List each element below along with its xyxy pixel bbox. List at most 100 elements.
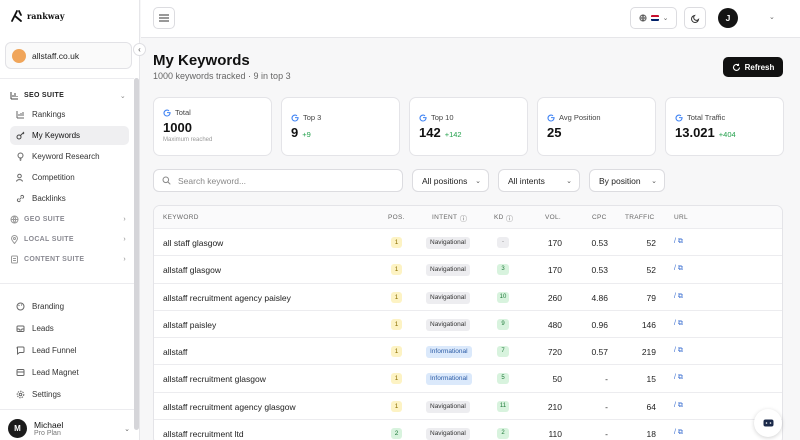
header-intent[interactable]: INTENT (432, 214, 458, 221)
cpc-cell: 0.53 (591, 265, 608, 276)
intent-badge: Navigational (426, 237, 470, 249)
site-selector[interactable]: allstaff.co.uk (5, 42, 132, 69)
table-row[interactable]: allstaff 1 Informational 7 720 0.57 219 / ⧉ (154, 338, 782, 366)
chevron-down-icon[interactable]: ⌄ (769, 14, 775, 21)
stat-delta: +404 (718, 130, 736, 139)
sidebar-item-settings[interactable]: Settings (10, 385, 129, 404)
header-url[interactable]: URL (674, 214, 688, 221)
sidebar-item-backlinks[interactable]: Backlinks (10, 189, 129, 208)
refresh-button[interactable]: Refresh (723, 57, 783, 77)
local-suite-header[interactable]: LOCAL SUITE › (10, 235, 126, 244)
header-pos[interactable]: POS. (388, 214, 405, 221)
sidebar-item-keyword-research[interactable]: Keyword Research (10, 147, 129, 166)
stat-label: Avg Position (559, 113, 601, 122)
language-selector[interactable]: ⌄ (630, 7, 677, 29)
keywords-table: KEYWORD POS. INTENT ⓘ KD ⓘ VOL. CPC TRAF… (153, 205, 783, 440)
stat-delta: +142 (444, 130, 462, 139)
position-badge: 1 (391, 400, 402, 412)
table-row[interactable]: allstaff recruitment glasgow 1 Information… (154, 365, 782, 393)
table-row[interactable]: allstaff glasgow 1 Navigational 3 170 0.53 52 /… (154, 256, 782, 284)
positions-filter[interactable]: All positions ⌄ (412, 169, 489, 192)
volume-cell: 170 (547, 238, 562, 248)
avatar: M (8, 419, 27, 438)
avatar[interactable]: J (718, 8, 738, 28)
table-row[interactable]: allstaff recruitment ltd 2 Navigational 2 11… (154, 420, 782, 440)
table-body: all staff glasgow 1 Navigational -170 0.53 52… (154, 229, 782, 440)
sidebar-item-label: Keyword Research (32, 152, 100, 161)
search-icon (162, 176, 171, 185)
volume-cell: 50 (552, 374, 562, 385)
refresh-label: Refresh (744, 62, 775, 72)
keyword-search[interactable] (153, 169, 403, 192)
url-link[interactable]: / ⧉ (674, 238, 683, 246)
traffic-cell: 79 (646, 292, 656, 303)
header-cpc[interactable]: CPC (592, 214, 607, 221)
table-row[interactable]: allstaff recruitment agency glasgow 1 Navi… (154, 393, 782, 421)
header-traffic[interactable]: TRAFFIC (625, 214, 655, 221)
sidebar-item-rankings[interactable]: Rankings (10, 105, 129, 124)
header-keyword[interactable]: KEYWORD (163, 214, 199, 221)
url-link[interactable]: / ⧉ (674, 265, 683, 273)
stat-note: Maximum reached (163, 137, 213, 143)
table-row[interactable]: allstaff paisley 1 Navigational 9 480 0.96 146… (154, 311, 782, 339)
user-menu[interactable]: M Michael Pro Plan ⌄ (8, 419, 130, 438)
chevron-down-icon: ⌄ (662, 15, 669, 22)
seo-suite-header[interactable]: SEO SUITE ⌄ (10, 91, 126, 100)
rankway-logo-icon (11, 10, 22, 22)
collapse-sidebar-button[interactable]: ‹ (133, 43, 146, 56)
chevron-down-icon: ⌄ (651, 177, 657, 185)
user-name: Michael (34, 420, 64, 430)
menu-button[interactable] (153, 7, 175, 29)
kd-badge: 11 (497, 400, 509, 412)
external-link-icon: ⧉ (677, 238, 683, 245)
sidebar: rankway allstaff.co.uk SEO SUITE ⌄ Ranki… (0, 0, 140, 440)
url-link[interactable]: / ⧉ (674, 402, 683, 410)
url-link[interactable]: / ⧉ (674, 320, 683, 328)
sidebar-item-label: Backlinks (32, 194, 66, 203)
google-icon (291, 114, 299, 122)
keyword-cell: allstaff recruitment agency glasgow (163, 401, 296, 412)
sidebar-item-my-keywords[interactable]: My Keywords (10, 126, 129, 145)
sidebar-item-label: Settings (32, 390, 61, 399)
sort-select-value: By position (599, 175, 641, 186)
uk-flag-icon (650, 15, 659, 21)
sidebar-item-branding[interactable]: Branding (10, 297, 129, 316)
url-link[interactable]: / ⧉ (674, 374, 683, 382)
intents-filter[interactable]: All intents ⌄ (498, 169, 580, 192)
table-row[interactable]: all staff glasgow 1 Navigational - 170 0.53 52… (154, 229, 782, 257)
sidebar-scrollbar[interactable] (134, 78, 139, 430)
geo-suite-header[interactable]: GEO SUITE › (10, 215, 126, 224)
palette-icon (16, 302, 25, 311)
kd-badge: 9 (497, 318, 509, 330)
sort-select[interactable]: By position ⌄ (589, 169, 665, 192)
stat-card-top10: Top 10 142 +142 (409, 97, 528, 156)
url-link[interactable]: / ⧉ (674, 293, 683, 301)
sidebar-item-competition[interactable]: Competition (10, 168, 129, 187)
table-row[interactable]: allstaff recruitment agency paisley 1 Navi… (154, 284, 782, 311)
topbar: ⌄ J ⌄ (141, 0, 800, 38)
site-name: allstaff.co.uk (32, 50, 80, 61)
intent-badge: Informational (426, 346, 472, 359)
inbox-icon (16, 324, 25, 333)
external-link-icon: ⧉ (677, 265, 683, 273)
sidebar-item-lead-magnet[interactable]: Lead Magnet (10, 363, 129, 382)
sidebar-item-lead-funnel[interactable]: Lead Funnel (10, 341, 129, 360)
link-icon (16, 194, 25, 203)
url-link[interactable]: / ⧉ (674, 347, 683, 355)
volume-cell: 720 (547, 347, 562, 358)
kd-badge: 7 (497, 346, 509, 358)
url-link[interactable]: / ⧉ (674, 429, 683, 437)
header-vol[interactable]: VOL. (545, 214, 562, 221)
chat-icon (763, 419, 773, 426)
stat-delta: +9 (302, 130, 311, 139)
sidebar-item-leads[interactable]: Leads (10, 319, 129, 338)
brand-logo[interactable]: rankway (10, 9, 64, 23)
search-input[interactable] (178, 175, 378, 186)
header-kd[interactable]: KD (494, 214, 504, 221)
bulb-icon (16, 152, 25, 161)
url-path: / (674, 319, 676, 327)
position-badge: 1 (391, 264, 402, 276)
theme-toggle-button[interactable] (684, 7, 706, 29)
chat-widget-button[interactable] (754, 409, 782, 437)
content-suite-header[interactable]: CONTENT SUITE › (10, 255, 126, 264)
